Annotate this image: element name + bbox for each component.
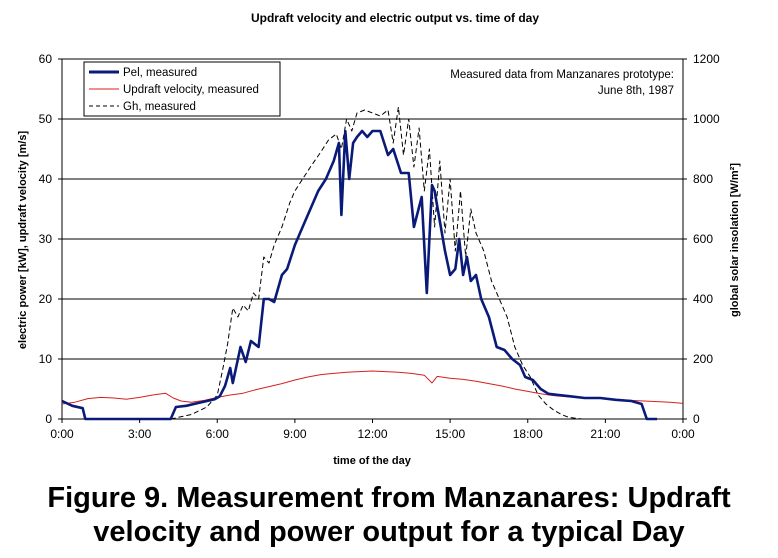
x-tick-label: 18:00	[513, 427, 543, 441]
legend: Pel, measured Updraft velocity, measured…	[83, 61, 281, 117]
y-tick-label-right: 1200	[693, 52, 720, 66]
y-axis-label-left: electric power [kW], updraft velocity [m…	[17, 131, 29, 350]
chart-title: Updraft velocity and electric output vs.…	[251, 11, 539, 25]
series-line-0	[61, 129, 658, 421]
legend-label-updraft: Updraft velocity, measured	[123, 84, 259, 96]
x-tick-label: 3:00	[128, 427, 152, 441]
series-layer	[61, 106, 684, 421]
figure-caption-line-1: Figure 9. Measurement from Manzanares: U…	[47, 482, 731, 514]
y-tick-label-left: 0	[45, 412, 52, 426]
x-tick-label: 15:00	[435, 427, 465, 441]
x-tick-label: 0:00	[50, 427, 74, 441]
annotation-line-2: June 8th, 1987	[598, 85, 674, 97]
y-tick-label-right: 0	[693, 412, 700, 426]
x-tick-label: 12:00	[357, 427, 387, 441]
y-tick-label-left: 20	[39, 292, 53, 306]
annotation: Measured data from Manzanares prototype:…	[450, 69, 674, 97]
chart: Updraft velocity and electric output vs.…	[17, 11, 741, 467]
legend-label-gh: Gh, measured	[123, 101, 196, 113]
y-tick-label-right: 200	[693, 352, 713, 366]
y-tick-label-right: 400	[693, 292, 713, 306]
legend-label-pel: Pel, measured	[123, 67, 197, 79]
x-tick-label: 6:00	[206, 427, 230, 441]
y-tick-label-left: 50	[39, 112, 53, 126]
series-line-2	[170, 106, 583, 420]
x-axis-label: time of the day	[333, 455, 412, 467]
y-tick-label-left: 30	[39, 232, 53, 246]
y-tick-label-left: 10	[39, 352, 53, 366]
y-tick-label-right: 600	[693, 232, 713, 246]
x-tick-label: 9:00	[283, 427, 307, 441]
y-tick-label-left: 40	[39, 172, 53, 186]
y-axis-label-right: global solar insolation [W/m²]	[729, 163, 741, 317]
x-tick-label: 0:00	[671, 427, 695, 441]
figure-caption-line-2: velocity and power output for a typical …	[93, 516, 685, 548]
gridlines	[62, 118, 683, 360]
x-tick-label: 21:00	[590, 427, 620, 441]
annotation-line-1: Measured data from Manzanares prototype:	[450, 69, 674, 81]
y-tick-label-right: 1000	[693, 112, 720, 126]
y-tick-label-right: 800	[693, 172, 713, 186]
y-tick-label-left: 60	[39, 52, 53, 66]
